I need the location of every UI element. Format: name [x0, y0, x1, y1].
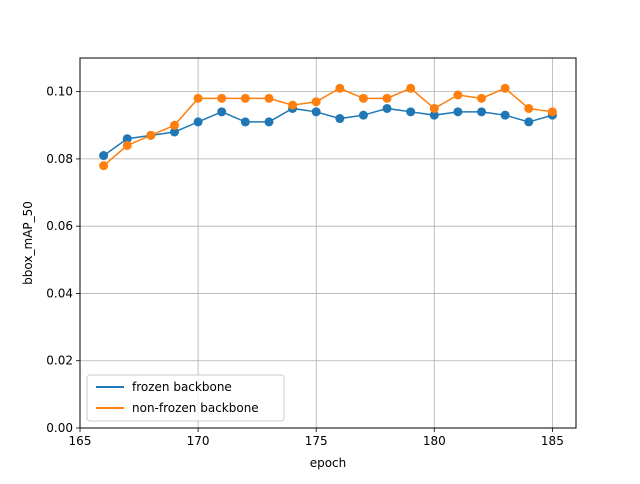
data-point — [193, 93, 203, 103]
data-point — [311, 107, 321, 117]
data-point — [169, 127, 179, 137]
legend-label: non-frozen backbone — [132, 401, 259, 415]
y-tick-label: 0.00 — [46, 421, 73, 435]
data-point — [335, 114, 345, 124]
y-tick-label: 0.10 — [46, 85, 73, 99]
data-point — [264, 117, 274, 127]
x-tick-label: 185 — [541, 434, 564, 448]
data-point — [524, 117, 534, 127]
legend-label: frozen backbone — [132, 380, 232, 394]
data-point — [99, 151, 109, 161]
data-point — [500, 83, 510, 93]
x-tick-label: 175 — [305, 434, 328, 448]
data-point — [524, 103, 534, 113]
data-point — [500, 110, 510, 120]
data-point — [169, 120, 179, 130]
series-non-frozen-backbone — [99, 83, 557, 171]
data-point — [264, 93, 274, 103]
data-point — [547, 107, 557, 117]
data-point — [146, 130, 156, 140]
data-point — [477, 93, 487, 103]
series-frozen-backbone — [99, 103, 557, 161]
series-layer — [99, 83, 557, 171]
legend: frozen backbone non-frozen backbone — [86, 374, 285, 422]
data-point — [429, 103, 439, 113]
data-point — [311, 97, 321, 107]
legend-box — [86, 374, 285, 422]
data-point — [240, 93, 250, 103]
y-tick-label: 0.02 — [46, 354, 73, 368]
data-point — [382, 93, 392, 103]
x-tick-label: 165 — [69, 434, 92, 448]
data-point — [382, 103, 392, 113]
data-point — [358, 110, 368, 120]
y-axis-label: bbox_mAP_50 — [21, 201, 35, 285]
data-point — [122, 140, 132, 150]
data-point — [406, 83, 416, 93]
x-tick-label: 170 — [187, 434, 210, 448]
data-point — [406, 107, 416, 117]
data-point — [358, 93, 368, 103]
y-tick-label: 0.04 — [46, 286, 73, 300]
data-point — [429, 110, 439, 120]
axes-frame — [79, 57, 577, 429]
data-point — [99, 161, 109, 171]
data-point — [477, 107, 487, 117]
data-point — [453, 90, 463, 100]
data-point — [122, 134, 132, 144]
data-point — [193, 117, 203, 127]
data-point — [335, 83, 345, 93]
data-point — [240, 117, 250, 127]
y-tick-label: 0.06 — [46, 219, 73, 233]
x-tick-label: 180 — [423, 434, 446, 448]
data-point — [288, 100, 298, 110]
data-point — [217, 93, 227, 103]
y-tick-label: 0.08 — [46, 152, 73, 166]
data-point — [453, 107, 463, 117]
axis-ticks: 165 170 175 180 185 0.00 0.02 0.04 0.06 0.08 0.10 — [46, 85, 564, 448]
data-point — [217, 107, 227, 117]
x-axis-label: epoch — [310, 456, 347, 470]
